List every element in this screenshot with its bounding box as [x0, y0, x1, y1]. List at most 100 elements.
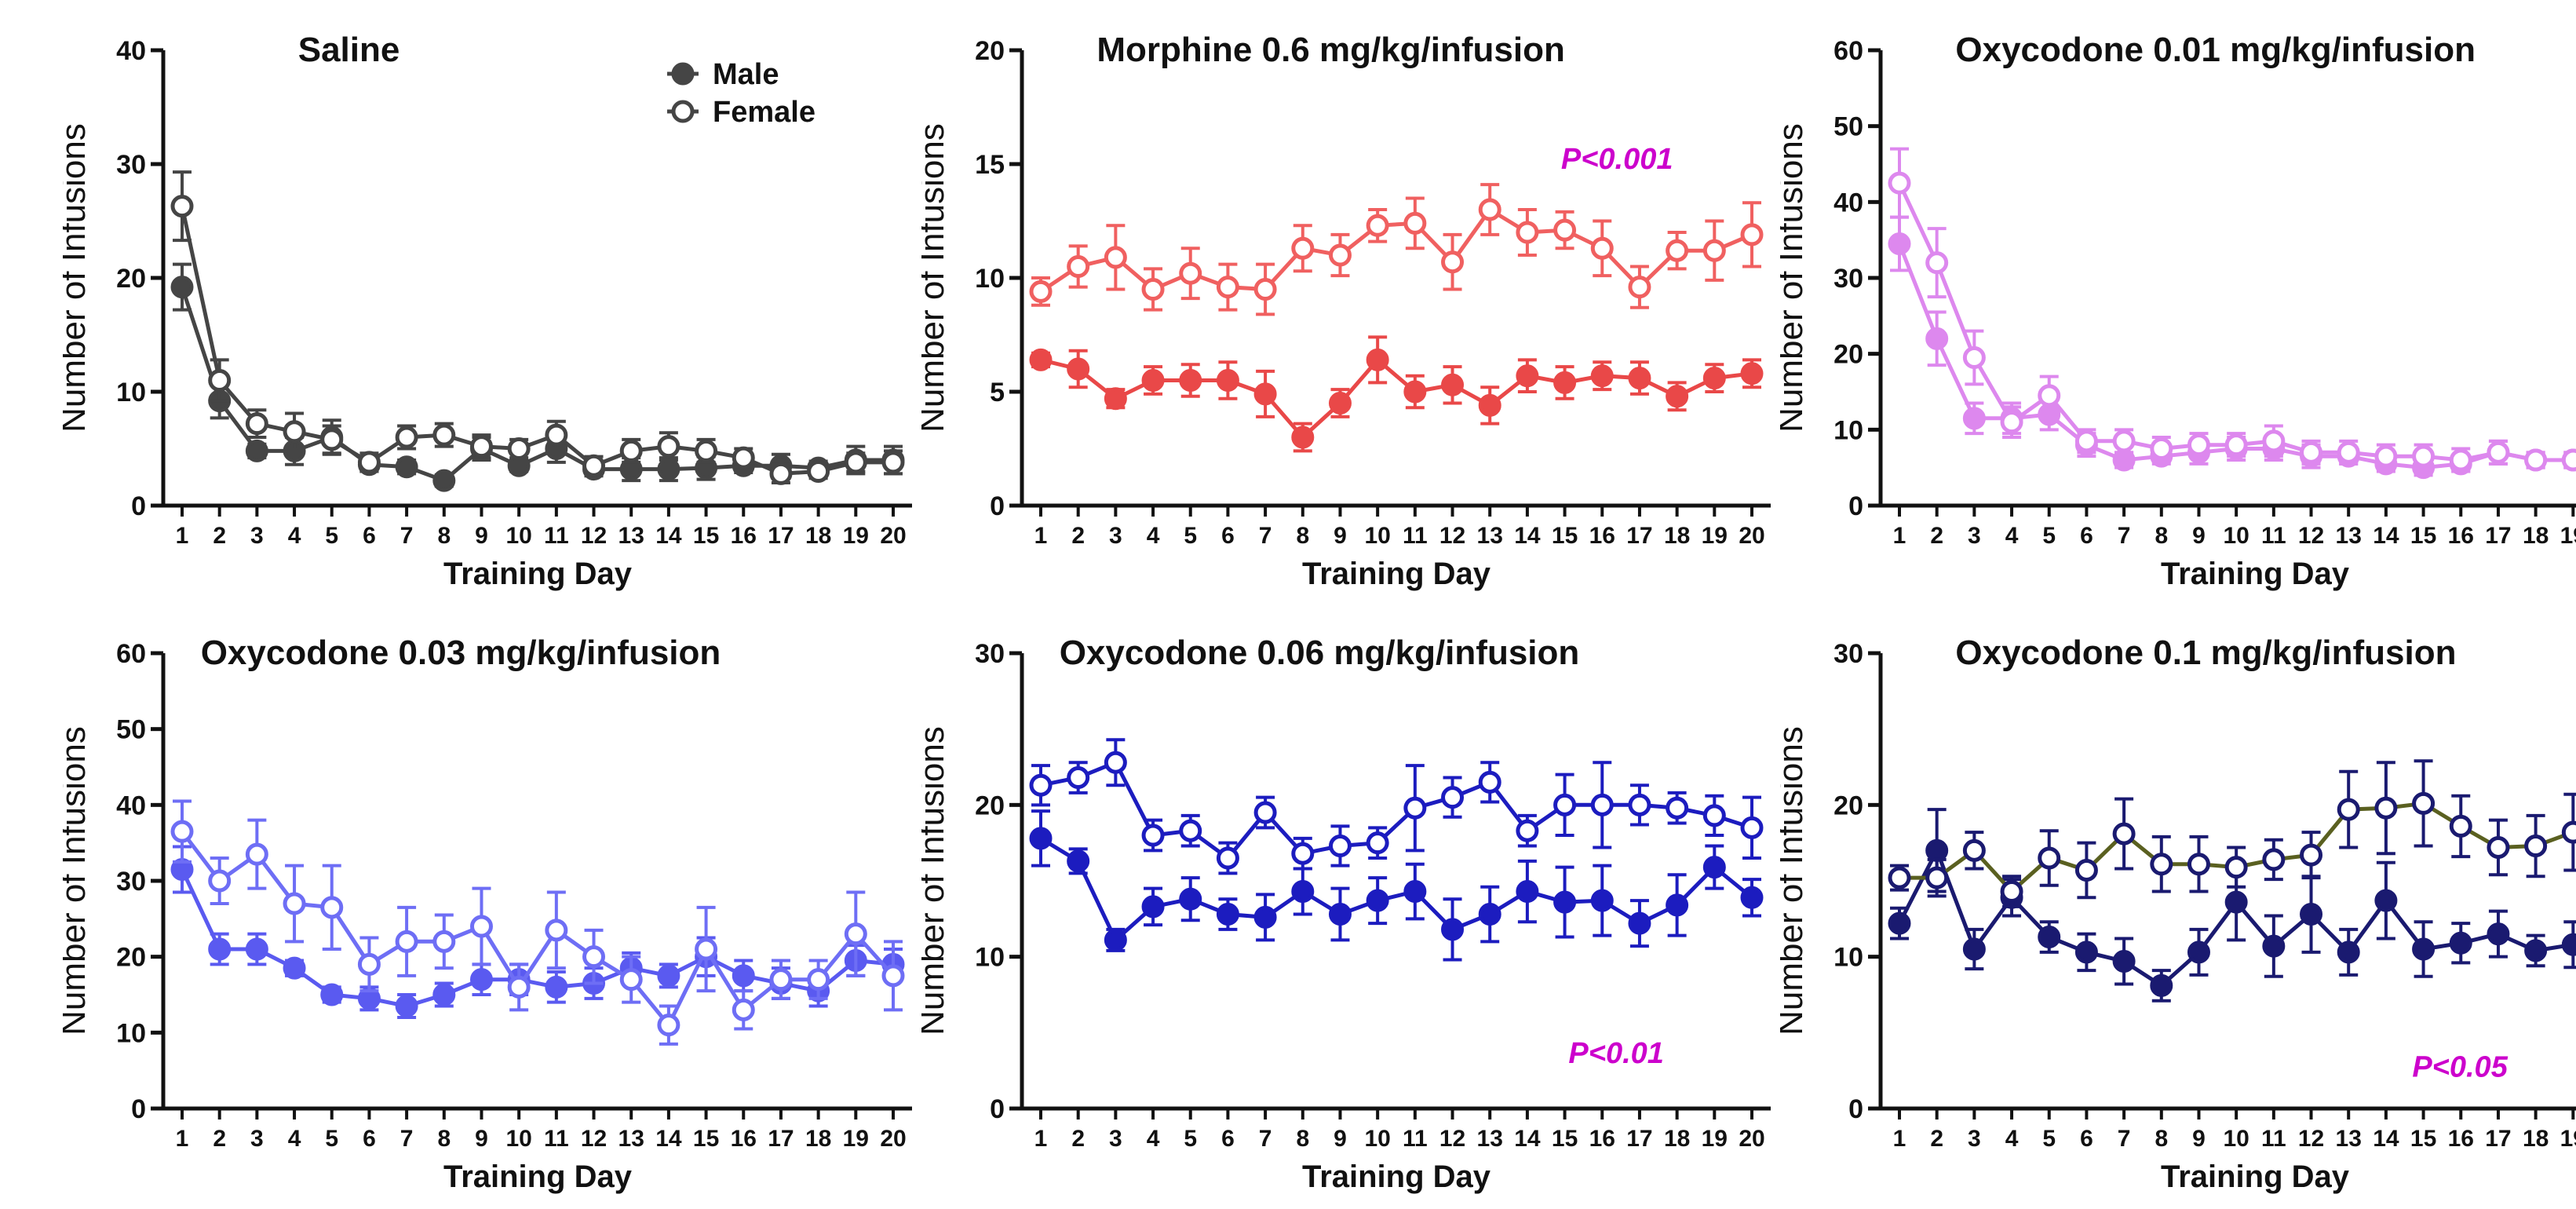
data-point	[881, 451, 905, 474]
series-male	[170, 845, 905, 1019]
data-point	[1067, 849, 1090, 873]
data-point	[1925, 327, 1949, 350]
data-point	[2262, 429, 2286, 453]
x-tick-label: 17	[1626, 1126, 1652, 1152]
data-point	[2074, 858, 2098, 882]
x-tick-label: 15	[1552, 1126, 1578, 1152]
data-point	[1666, 796, 1689, 820]
data-point	[2561, 448, 2576, 472]
x-tick-label: 16	[2448, 1126, 2474, 1152]
y-tick-label: 40	[1833, 188, 1863, 217]
data-point	[2262, 848, 2286, 871]
x-tick-label: 12	[2298, 523, 2324, 549]
series-line	[181, 830, 895, 1029]
data-point	[2112, 822, 2136, 846]
data-point	[2449, 931, 2472, 955]
x-tick-label: 3	[1109, 523, 1122, 549]
y-tick-label: 10	[116, 378, 146, 407]
data-point	[1179, 369, 1202, 392]
data-point	[2224, 890, 2248, 914]
data-point	[1141, 895, 1165, 919]
x-tick-label: 5	[325, 523, 338, 549]
x-tick-label: 18	[2523, 1126, 2549, 1152]
x-tick-label: 13	[2336, 523, 2362, 549]
x-tick-label: 15	[693, 523, 719, 549]
data-point	[2224, 433, 2248, 457]
data-point	[2150, 437, 2173, 460]
x-tick-label: 10	[2223, 523, 2249, 549]
data-point	[1403, 380, 1427, 404]
data-point	[545, 423, 568, 447]
data-point	[2187, 853, 2210, 876]
data-point	[1553, 890, 1577, 914]
data-point	[2412, 937, 2436, 961]
x-tick-label: 15	[2410, 523, 2436, 549]
data-point	[1104, 751, 1127, 774]
x-tick-label: 7	[1259, 1126, 1272, 1152]
x-tick-label: 10	[505, 523, 531, 549]
data-point	[2374, 889, 2398, 912]
data-point	[469, 435, 493, 458]
x-tick-label: 1	[1893, 1126, 1906, 1152]
panel-saline: 0 10 20 30 40 1 2 3 4 5 6 7 8 9 10 11 12 13 14 15 16 17 18 19 20…	[54, 0, 921, 602]
x-tick-label: 8	[2155, 1126, 2168, 1152]
data-point	[2300, 440, 2323, 464]
data-point	[1328, 835, 1352, 858]
data-point	[2150, 973, 2173, 997]
series-male	[1888, 808, 2576, 1003]
data-point	[1553, 218, 1577, 242]
data-point	[1740, 362, 1764, 385]
x-tick-label: 11	[544, 1126, 569, 1152]
y-tick-label: 60	[1833, 36, 1863, 66]
data-point	[1216, 369, 1239, 392]
x-tick-label: 4	[1147, 523, 1160, 549]
data-point	[1029, 827, 1053, 850]
x-tick-label: 2	[213, 1126, 226, 1152]
y-axis-label: Number of Infusions	[63, 726, 93, 1036]
x-tick-label: 19	[1702, 523, 1728, 549]
data-point	[1628, 911, 1651, 935]
y-tick-label: 20	[975, 36, 1005, 66]
data-point	[1888, 232, 1911, 255]
y-tick-label: 10	[116, 1018, 146, 1048]
x-tick-label: 14	[1514, 1126, 1541, 1152]
data-point	[170, 195, 194, 218]
x-tick-label: 18	[805, 523, 831, 549]
data-point	[2074, 941, 2098, 964]
data-point	[1366, 214, 1389, 237]
x-tick-label: 13	[618, 1126, 644, 1152]
data-point	[2524, 939, 2548, 962]
panel-title: Oxycodone 0.01 mg/kg/infusion	[1955, 31, 2476, 69]
x-tick-label: 2	[1071, 1126, 1085, 1152]
x-tick-label: 7	[400, 523, 414, 549]
data-point	[582, 454, 606, 477]
data-point	[1029, 279, 1053, 303]
x-tick-label: 20	[1739, 1126, 1764, 1152]
data-point	[469, 915, 493, 938]
x-tick-label: 1	[1034, 1126, 1048, 1152]
data-point	[657, 458, 680, 481]
data-point	[2112, 949, 2136, 973]
y-tick-label: 20	[1833, 340, 1863, 370]
y-tick-label: 30	[116, 867, 146, 897]
x-tick-label: 14	[2373, 523, 2399, 549]
data-point	[1516, 819, 1539, 842]
x-tick-label: 1	[176, 523, 189, 549]
data-point	[245, 937, 268, 961]
data-point	[245, 412, 268, 436]
series-female	[170, 170, 905, 485]
panel-morphine-0-6: 0 5 10 15 20 1 2 3 4 5 6 7 8 9 10 11 12 13 14 15 16 17 18 19 20 T…	[913, 0, 1780, 602]
x-tick-label: 11	[1403, 523, 1428, 549]
data-point	[1666, 385, 1689, 408]
x-tick-label: 4	[2005, 1126, 2019, 1152]
x-tick-label: 18	[1664, 1126, 1690, 1152]
data-point	[2187, 941, 2210, 964]
data-point	[2374, 796, 2398, 820]
data-point	[1441, 250, 1465, 274]
x-tick-label: 12	[581, 1126, 607, 1152]
data-point	[1478, 770, 1501, 794]
x-tick-label: 10	[1364, 523, 1390, 549]
data-point	[619, 968, 643, 992]
